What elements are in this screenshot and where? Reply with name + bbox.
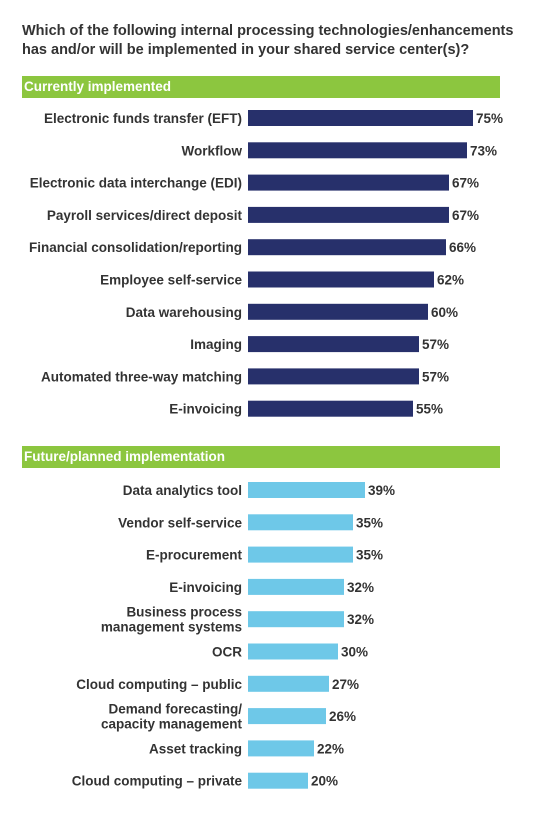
bar-current-3 [248, 206, 449, 223]
category-label: Business process [126, 605, 242, 620]
title-line-1: Which of the following internal processi… [22, 23, 514, 39]
section-header-current: Currently implemented [22, 76, 500, 98]
value-label: 57% [422, 337, 449, 352]
category-label: Cloud computing – private [72, 774, 243, 789]
value-label: 22% [317, 741, 344, 756]
bar-future-6 [248, 675, 329, 692]
value-label: 39% [368, 483, 395, 498]
category-label: E-invoicing [169, 580, 242, 595]
bar-current-6 [248, 303, 428, 320]
value-label: 60% [431, 305, 458, 320]
bar-current-5 [248, 271, 434, 288]
category-label: Data warehousing [126, 305, 242, 320]
category-label: management systems [101, 620, 242, 635]
value-label: 20% [311, 774, 338, 789]
title-line-2: has and/or will be implemented in your s… [22, 42, 470, 58]
category-label: Financial consolidation/reporting [29, 240, 242, 255]
value-label: 75% [476, 111, 503, 126]
category-label: Electronic data interchange (EDI) [30, 176, 242, 191]
category-label: Electronic funds transfer (EFT) [44, 111, 242, 126]
value-label: 55% [416, 402, 443, 417]
section-header-future: Future/planned implementation [22, 446, 500, 468]
category-label: OCR [212, 645, 242, 660]
value-label: 57% [422, 369, 449, 384]
category-label: Cloud computing – public [76, 677, 242, 692]
bar-future-2 [248, 546, 353, 563]
bar-current-1 [248, 142, 467, 159]
value-label: 30% [341, 645, 368, 660]
category-label: Employee self-service [100, 273, 242, 288]
bar-future-0 [248, 482, 365, 498]
bar-future-1 [248, 514, 353, 531]
category-label: Demand forecasting/ [108, 702, 242, 717]
category-label: Vendor self-service [118, 515, 242, 530]
value-label: 73% [470, 143, 497, 158]
bar-future-7 [248, 708, 326, 725]
value-label: 66% [449, 240, 476, 255]
value-label: 35% [356, 548, 383, 563]
bar-future-3 [248, 578, 344, 595]
bar-future-9 [248, 772, 308, 789]
chart-title: Which of the following internal processi… [22, 22, 532, 60]
bar-current-7 [248, 336, 419, 353]
value-label: 32% [347, 612, 374, 627]
category-label: capacity management [101, 717, 243, 732]
value-label: 62% [437, 273, 464, 288]
value-label: 32% [347, 580, 374, 595]
category-label: Asset tracking [149, 741, 242, 756]
category-label: Automated three-way matching [41, 369, 242, 384]
category-label: Workflow [182, 143, 243, 158]
bar-current-4 [248, 239, 446, 256]
category-label: E-procurement [146, 548, 243, 563]
category-label: E-invoicing [169, 402, 242, 417]
category-label: Imaging [190, 337, 242, 352]
bar-future-4 [248, 611, 344, 628]
value-label: 27% [332, 677, 359, 692]
category-label: Data analytics tool [123, 483, 242, 498]
bar-future-8 [248, 740, 314, 757]
value-label: 26% [329, 709, 356, 724]
value-label: 67% [452, 176, 479, 191]
bar-current-2 [248, 174, 449, 191]
value-label: 35% [356, 515, 383, 530]
bar-current-9 [248, 400, 413, 417]
bar-current-8 [248, 368, 419, 385]
bar-current-0 [248, 110, 473, 126]
bar-future-5 [248, 643, 338, 660]
category-label: Payroll services/direct deposit [47, 208, 243, 223]
value-label: 67% [452, 208, 479, 223]
